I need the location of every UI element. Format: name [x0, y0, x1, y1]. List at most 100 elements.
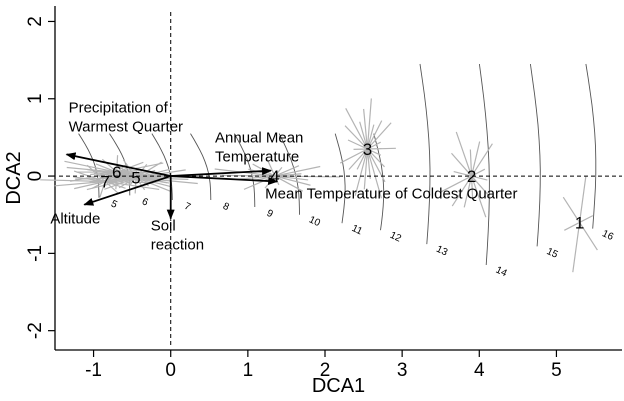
- x-tick-label: 2: [320, 360, 331, 381]
- vector-label-line: Mean Temperature of Coldest Quarter: [265, 185, 517, 202]
- spider-segment: [40, 179, 106, 183]
- spider-segment: [274, 175, 304, 192]
- spider-segment: [135, 177, 172, 193]
- isotherm-contours: [78, 63, 597, 266]
- vector-label: Annual Mean Temperature: [215, 130, 303, 166]
- contour-value-label: 6: [140, 196, 150, 209]
- spider-segment: [116, 163, 128, 173]
- cluster-centroid-label: 5: [131, 169, 140, 188]
- spider-segment: [579, 222, 598, 251]
- spider-segment: [274, 165, 300, 177]
- spider-segment: [105, 180, 160, 191]
- spider-segment: [451, 152, 473, 177]
- spider-segment: [354, 148, 369, 196]
- spider-segment: [116, 171, 170, 184]
- x-tick-label: 5: [551, 360, 562, 381]
- spider-segment: [116, 155, 119, 173]
- vector-label: Soil reaction: [151, 218, 204, 254]
- spider-segment: [471, 175, 488, 181]
- spider-segment: [471, 143, 493, 177]
- spider-segment: [135, 168, 170, 179]
- spider-segment: [578, 176, 587, 223]
- spider-segment: [101, 158, 118, 173]
- spider-segment: [471, 168, 486, 177]
- spider-segment: [366, 148, 371, 179]
- spider-segment: [339, 148, 368, 164]
- spider-segment: [366, 122, 392, 150]
- vector-arrow: [83, 175, 171, 206]
- spider-segment: [86, 164, 106, 182]
- spider-segment: [274, 165, 321, 177]
- isotherm-contour: [585, 63, 597, 229]
- x-tick-label: 4: [474, 360, 485, 381]
- isotherm-contour: [373, 133, 385, 231]
- spider-segment: [451, 175, 473, 207]
- spider-segment: [91, 180, 106, 189]
- spider-segment: [367, 141, 381, 150]
- cluster-centroid-label: 3: [363, 140, 372, 159]
- spider-segment: [471, 175, 487, 218]
- spider-segment: [236, 175, 275, 180]
- vector-label-line: Annual Mean: [215, 130, 303, 147]
- contour-value-label: 5: [109, 199, 119, 212]
- vector-label-line: Warmest Quarter: [69, 118, 183, 135]
- spider-segment: [455, 131, 473, 177]
- isotherm-contour: [419, 63, 431, 245]
- spider-segment: [363, 148, 369, 190]
- spider-segment: [366, 120, 383, 150]
- y-tick-label: -1: [25, 245, 46, 262]
- y-tick-label: 1: [25, 93, 46, 104]
- isotherm-contour: [151, 133, 173, 201]
- contour-value-label: 11: [350, 223, 364, 238]
- isotherm-contour: [78, 133, 100, 198]
- cluster-centroid-label: 6: [112, 163, 121, 182]
- environmental-vectors: [65, 152, 279, 220]
- contour-value-label: 14: [494, 265, 509, 280]
- spider-segment: [344, 125, 368, 150]
- spider-segment: [104, 181, 119, 194]
- spider-segment: [104, 172, 109, 182]
- vector-label-line: Soil: [151, 218, 176, 235]
- spider-segment: [64, 160, 117, 173]
- contour-value-label: 15: [545, 246, 560, 261]
- spider-segment: [95, 163, 117, 173]
- spider-segment: [470, 176, 474, 200]
- spider-segment: [463, 175, 473, 208]
- spider-segment: [366, 148, 385, 168]
- vector-arrow: [170, 167, 272, 177]
- x-tick-label: -1: [85, 360, 102, 381]
- vector-label: Precipitation of Warmest Quarter: [69, 99, 183, 135]
- contour-value-label: 7: [182, 201, 192, 214]
- spider-segment: [135, 177, 146, 191]
- vector-label-line: Temperature: [215, 149, 299, 166]
- text-labels: Precipitation of Warmest Quarter Annual Me…: [50, 99, 615, 279]
- spider-segment: [366, 124, 375, 150]
- x-tick-label: 1: [243, 360, 254, 381]
- spider-segment: [366, 148, 382, 199]
- contour-value-label: 16: [600, 228, 615, 243]
- spider-segment: [366, 98, 372, 150]
- cluster-centroid-label: 1: [575, 213, 584, 232]
- y-axis-title: DCA2: [3, 151, 25, 204]
- spider-segment: [469, 149, 473, 177]
- x-tick-label: 0: [165, 360, 176, 381]
- spider-segment: [274, 167, 283, 177]
- vector-arrow: [65, 152, 171, 177]
- spider-segment: [356, 148, 368, 170]
- x-tick-label: 3: [397, 360, 408, 381]
- isotherm-contour: [529, 63, 541, 247]
- isotherm-contour: [334, 133, 346, 224]
- contour-value-label: 10: [307, 214, 322, 229]
- contour-value-label: 13: [434, 244, 449, 259]
- spider-segment: [104, 180, 126, 189]
- spider-segment: [363, 108, 369, 150]
- spider-segment: [105, 180, 154, 184]
- isotherm-contour: [478, 63, 490, 266]
- spider-segment: [73, 176, 106, 183]
- vector-label-line: Precipitation of: [69, 99, 169, 116]
- isotherm-contour: [190, 133, 212, 201]
- vector-label: Mean Temperature of Coldest Quarter: [265, 185, 517, 202]
- spider-segment: [470, 141, 481, 177]
- spider-segment: [471, 175, 491, 198]
